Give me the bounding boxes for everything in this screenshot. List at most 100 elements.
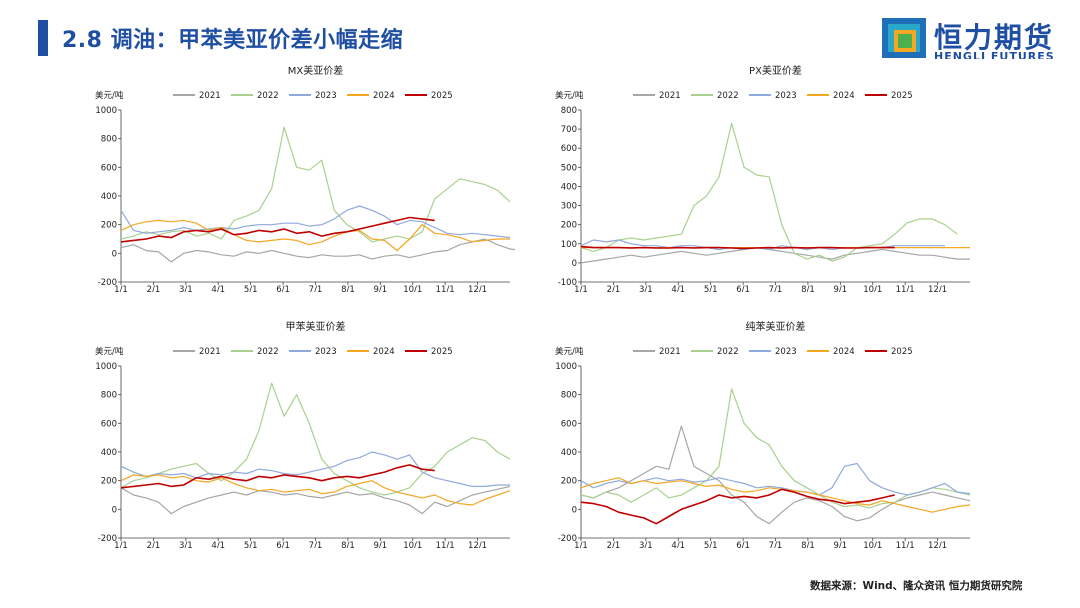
- x-tick-label: 1/1: [574, 285, 588, 292]
- legend-label-2023: 2023: [775, 91, 797, 101]
- x-tick-label: 6/1: [276, 285, 290, 292]
- y-tick-label: 500: [561, 163, 577, 173]
- y-axis-unit: 美元/吨: [95, 90, 124, 101]
- page-title: 2.8 调油：甲苯美亚价差小幅走缩: [62, 28, 404, 53]
- x-tick-label: 8/1: [801, 541, 815, 548]
- y-tick-label: 700: [561, 125, 577, 135]
- x-tick-label: 1/1: [114, 285, 128, 292]
- chart-title: MX美亚价差: [288, 64, 343, 77]
- series-line-2024: [120, 219, 510, 252]
- y-tick-label: 300: [561, 202, 577, 212]
- y-tick-label: 1000: [95, 106, 117, 116]
- legend-label-2024: 2024: [373, 91, 395, 101]
- y-tick-label: 600: [101, 163, 117, 173]
- chart-mx-spread: MX美亚价差 美元/吨 2021 2022 2023 2024 2025 -200 0 200 40…: [85, 62, 515, 292]
- x-tick-label: 4/1: [671, 285, 685, 292]
- y-tick-label: 600: [561, 144, 577, 154]
- y-axis-unit: 美元/吨: [555, 90, 584, 101]
- y-axis-unit: 美元/吨: [95, 346, 124, 357]
- x-tick-label: 11/1: [896, 541, 915, 548]
- series-line-2021: [120, 485, 511, 515]
- y-tick-label: 400: [101, 192, 117, 202]
- x-tick-label: 12/1: [468, 285, 487, 292]
- y-tick-label: 800: [561, 391, 577, 401]
- series-line-2023: [120, 451, 510, 487]
- y-tick-label: -200: [98, 534, 117, 544]
- x-tick-label: 11/1: [436, 285, 455, 292]
- y-axis-unit: 美元/吨: [555, 346, 584, 357]
- x-tick-label: 3/1: [639, 285, 653, 292]
- x-tick-label: 9/1: [833, 541, 847, 548]
- x-tick-label: 12/1: [468, 541, 487, 548]
- x-tick-label: 10/1: [403, 285, 422, 292]
- x-tick-label: 5/1: [704, 285, 718, 292]
- x-tick-label: 4/1: [211, 541, 225, 548]
- series-line-2023: [120, 205, 511, 239]
- data-source-note: 数据来源：Wind、隆众资讯 恒力期货研究院: [810, 580, 1023, 592]
- y-tick-label: -100: [558, 278, 577, 288]
- legend-label-2022: 2022: [717, 91, 739, 101]
- title-accent-bar: [38, 20, 48, 56]
- y-tick-label: 0: [112, 249, 117, 259]
- y-tick-label: 600: [101, 419, 117, 429]
- legend-label-2023: 2023: [775, 347, 797, 357]
- chart-title: PX美亚价差: [749, 64, 802, 77]
- legend-label-2021: 2021: [659, 91, 681, 101]
- x-tick-label: 8/1: [341, 285, 355, 292]
- series-line-2024: [580, 477, 971, 513]
- x-tick-label: 2/1: [607, 541, 621, 548]
- x-tick-label: 10/1: [863, 541, 882, 548]
- legend-label-2025: 2025: [431, 91, 453, 101]
- legend-label-2024: 2024: [373, 347, 395, 357]
- legend-label-2025: 2025: [891, 347, 913, 357]
- x-tick-label: 6/1: [736, 285, 750, 292]
- x-tick-label: 5/1: [244, 285, 258, 292]
- x-tick-label: 5/1: [244, 541, 258, 548]
- x-tick-label: 3/1: [639, 541, 653, 548]
- legend-label-2024: 2024: [833, 347, 855, 357]
- y-tick-label: 200: [561, 221, 577, 231]
- series-line-2021: [580, 425, 971, 525]
- x-tick-label: 2/1: [607, 285, 621, 292]
- legend-label-2022: 2022: [257, 347, 279, 357]
- series-line-2021: [580, 247, 970, 264]
- series-line-2022: [120, 126, 511, 243]
- chart-title: 纯苯美亚价差: [746, 320, 806, 333]
- y-tick-label: 0: [112, 505, 117, 515]
- chart-benzene-spread: 纯苯美亚价差 美元/吨 2021 2022 2023 2024 2025 -200 0 200 40…: [545, 318, 975, 548]
- legend-label-2023: 2023: [315, 347, 337, 357]
- x-tick-label: 4/1: [671, 541, 685, 548]
- y-tick-label: 1000: [555, 362, 577, 372]
- series-line-2025: [120, 464, 435, 489]
- legend-label-2021: 2021: [199, 347, 221, 357]
- y-tick-label: 0: [572, 259, 577, 269]
- logo-text-en: HENGLI FUTURES: [934, 50, 1055, 59]
- y-tick-label: 800: [101, 391, 117, 401]
- x-tick-label: 3/1: [179, 541, 193, 548]
- x-tick-label: 7/1: [769, 541, 783, 548]
- y-tick-label: 200: [561, 477, 577, 487]
- x-tick-label: 10/1: [403, 541, 422, 548]
- logo-text-cn: 恒力期货: [934, 21, 1055, 54]
- x-tick-label: 10/1: [863, 285, 882, 292]
- series-line-2025: [120, 216, 435, 243]
- y-tick-label: 100: [561, 240, 577, 250]
- y-tick-label: -200: [98, 278, 117, 288]
- legend-label-2021: 2021: [199, 91, 221, 101]
- legend-label-2021: 2021: [659, 347, 681, 357]
- legend-label-2024: 2024: [833, 91, 855, 101]
- series-line-2022: [580, 388, 971, 509]
- y-tick-label: 400: [101, 448, 117, 458]
- x-tick-label: 7/1: [769, 285, 783, 292]
- x-tick-label: 12/1: [928, 285, 947, 292]
- y-tick-label: 200: [101, 221, 117, 231]
- x-tick-label: 12/1: [928, 541, 947, 548]
- x-tick-label: 3/1: [179, 285, 193, 292]
- x-tick-label: 8/1: [341, 541, 355, 548]
- x-tick-label: 1/1: [574, 541, 588, 548]
- x-tick-label: 9/1: [833, 285, 847, 292]
